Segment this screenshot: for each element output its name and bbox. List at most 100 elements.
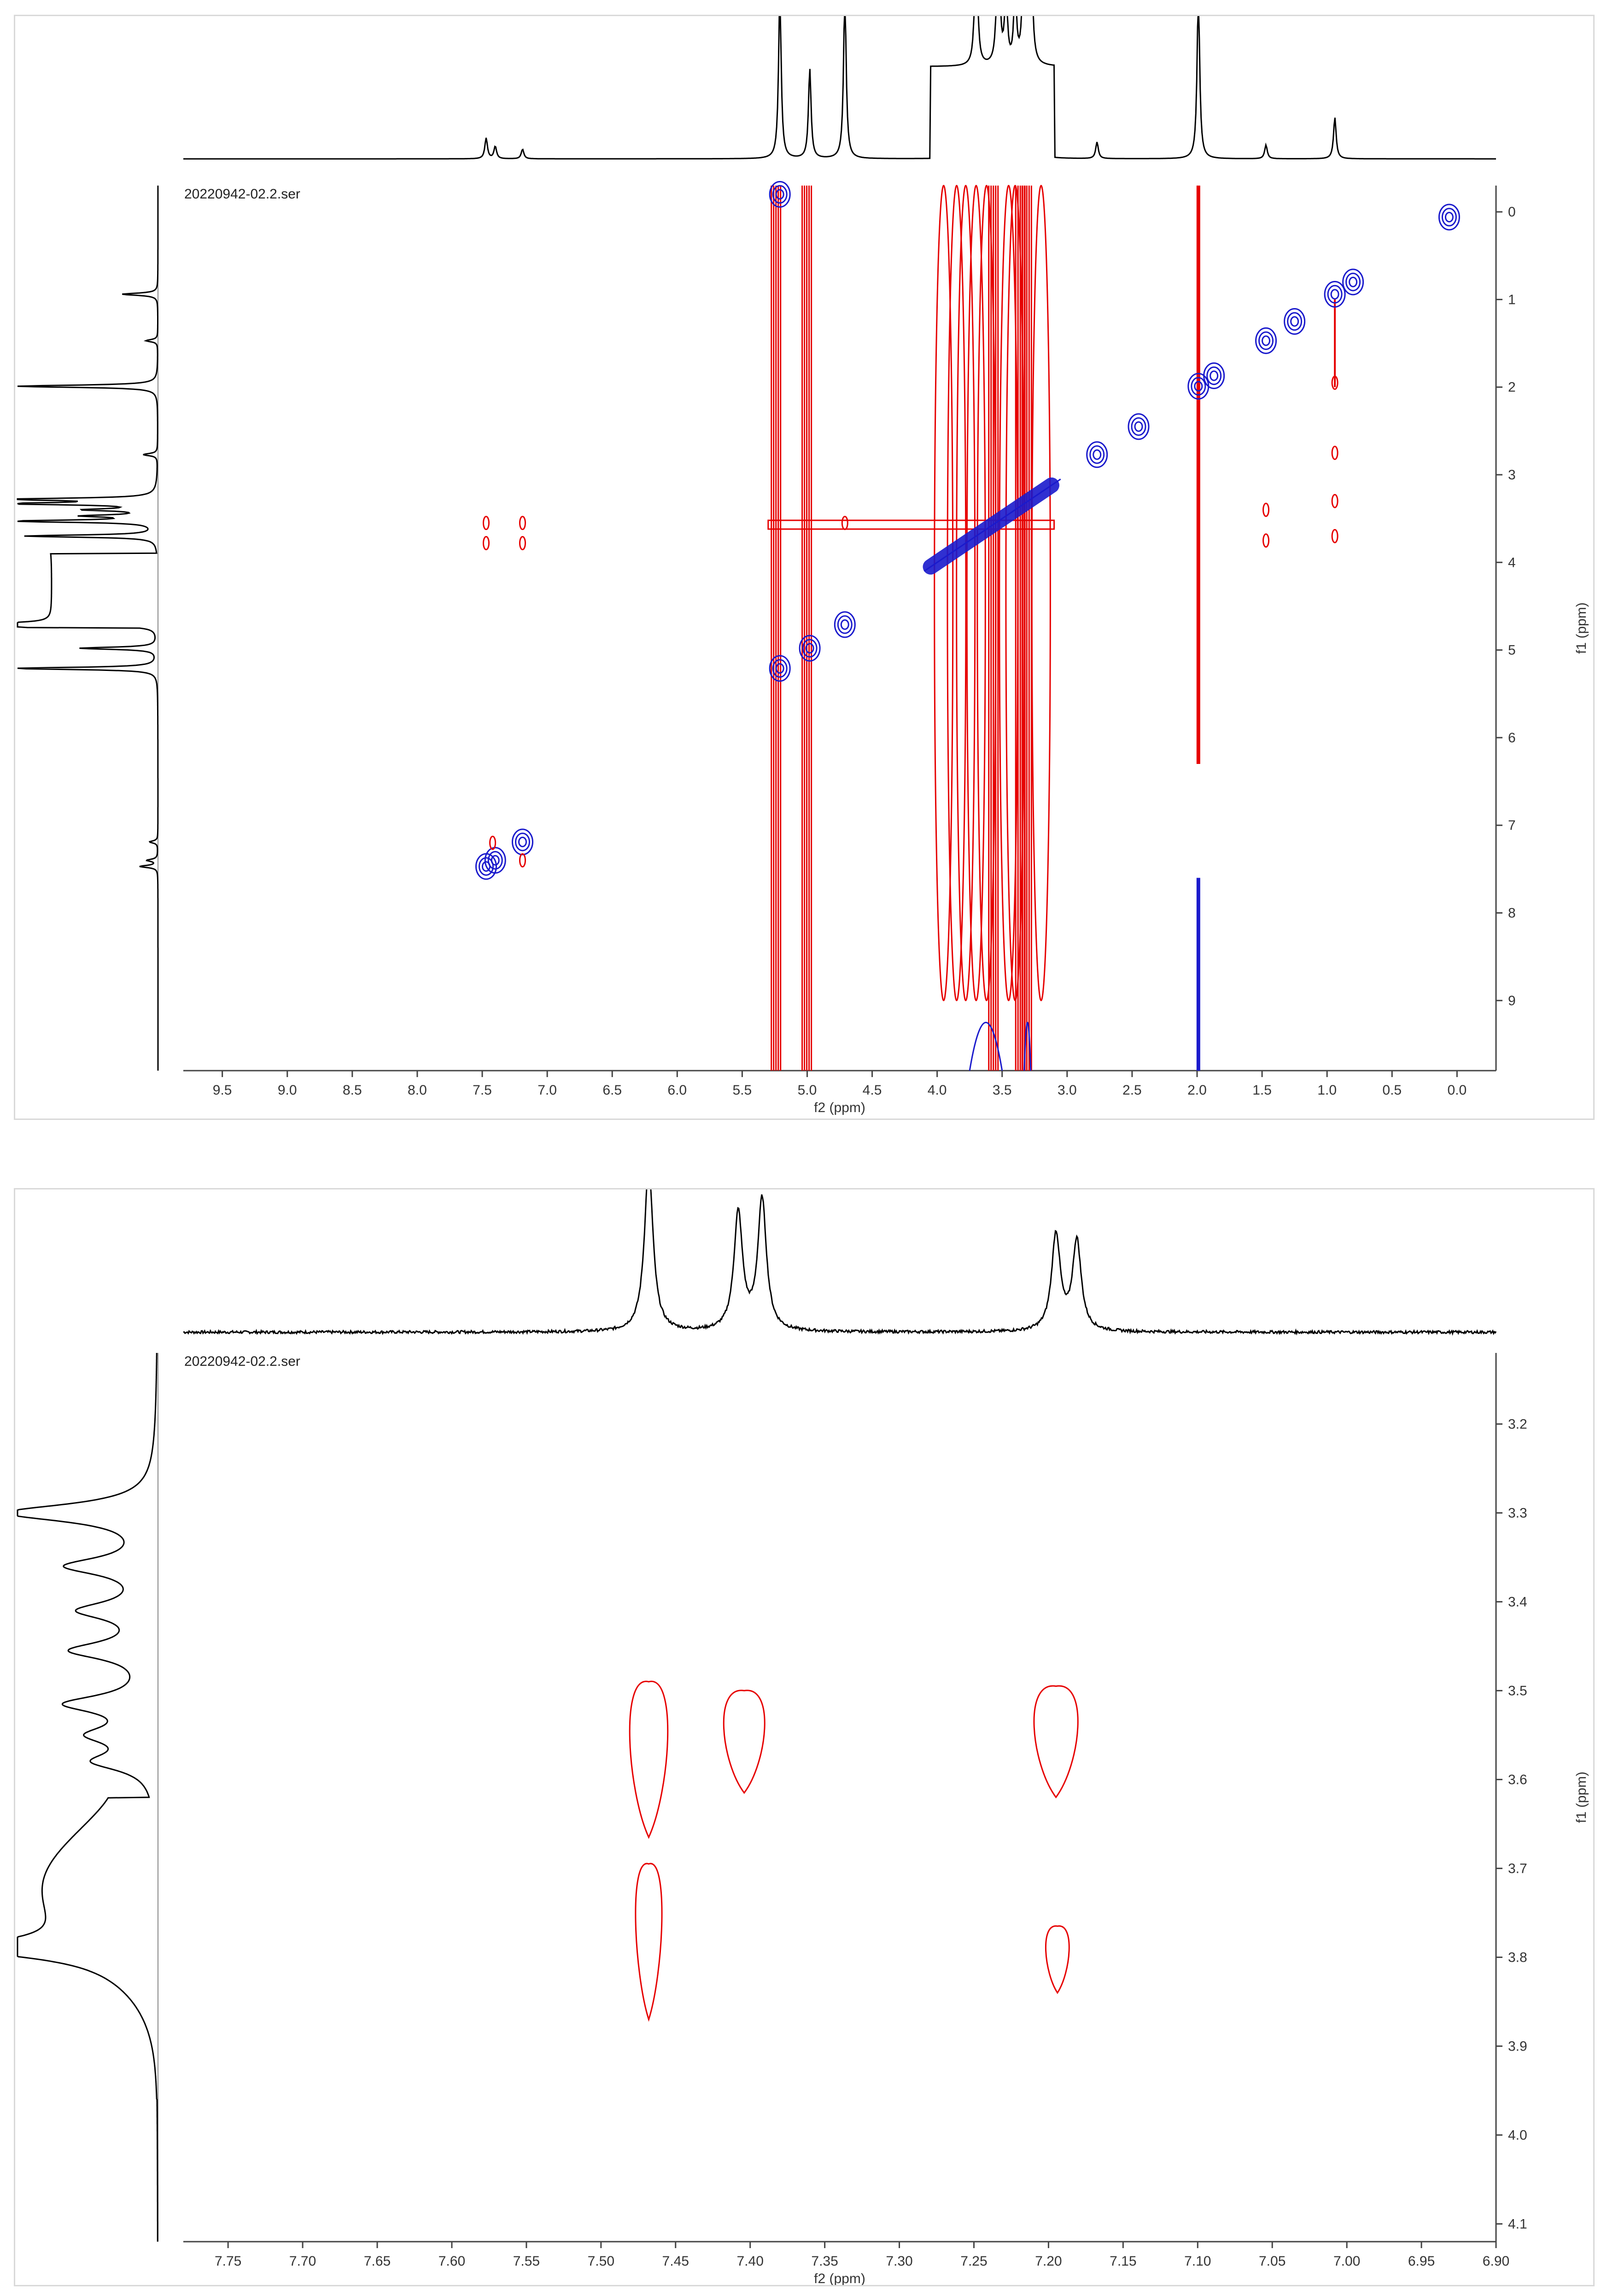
y-tick-label: 3.9 xyxy=(1508,2039,1527,2054)
x-tick-label: 2.5 xyxy=(1122,1083,1142,1098)
cross-peak-contour xyxy=(629,1680,669,1839)
cosy-full-spectrum-panel: 9.5 9.0 8.5 8.0 7.5 7.0 6.5 6.0 5.5 5.0 4.5 4.0 3.5 3… xyxy=(14,15,1595,1120)
cross-peak xyxy=(1331,375,1338,390)
diagonal-peak-contour xyxy=(1194,381,1203,392)
diagonal-peak-contour xyxy=(518,836,527,847)
x-tick-label: 7.05 xyxy=(1259,2254,1286,2269)
cross-peak xyxy=(482,516,490,530)
x-axis-title: f2 (ppm) xyxy=(814,2271,865,2285)
artifact-streak xyxy=(1196,186,1200,764)
artifact-streak xyxy=(773,186,775,1071)
diagonal-peak-contour xyxy=(1255,327,1277,354)
cross-peak-contour xyxy=(1045,1925,1070,1994)
diagonal-peak-contour xyxy=(1262,335,1271,346)
broad-region-contour xyxy=(1031,185,1051,1002)
cosy-zoom-chart: 7.75 7.70 7.65 7.60 7.55 7.50 7.45 7.40 7.35 7.30… xyxy=(17,1189,1589,2285)
artifact-streak xyxy=(990,186,992,1071)
y-tick-label: 0 xyxy=(1508,204,1516,220)
cross-peak xyxy=(1331,529,1338,543)
y-axis-title: f1 (ppm) xyxy=(1574,602,1589,654)
x-tick-label: 7.50 xyxy=(588,2254,614,2269)
diagonal-peak-contour xyxy=(775,189,784,200)
diagonal-band-outline xyxy=(923,478,1061,572)
diagonal-peak-contour xyxy=(1324,280,1346,308)
x-tick-label: 3.5 xyxy=(993,1083,1012,1098)
x-tick-label: 3.0 xyxy=(1058,1083,1077,1098)
diagonal-peak-contour xyxy=(1349,276,1358,287)
diagonal-peak-contour xyxy=(772,185,788,204)
x-tick-label: 7.55 xyxy=(513,2254,540,2269)
x-tick-label: 7.45 xyxy=(662,2254,689,2269)
cross-peak-contour xyxy=(1033,1685,1079,1799)
cross-peak xyxy=(1331,445,1338,460)
diagonal-peak-contour xyxy=(1441,208,1457,227)
artifact-streak xyxy=(777,186,779,1071)
y-tick-label: 3.6 xyxy=(1508,1772,1527,1787)
diagonal-peak-contour xyxy=(805,643,814,654)
diagonal-peak-contour xyxy=(1287,312,1303,331)
diagonal-peak-contour xyxy=(1128,413,1150,440)
x-tick-label: 8.0 xyxy=(408,1083,427,1098)
x-tick-label: 7.60 xyxy=(438,2254,465,2269)
x-tick-label: 7.40 xyxy=(736,2254,763,2269)
y-tick-label: 3.8 xyxy=(1508,1950,1527,1965)
diagonal-peak-contour xyxy=(769,655,791,682)
diagonal-peak-contour xyxy=(1342,268,1364,296)
diagonal-peak-contour xyxy=(1345,273,1361,291)
x-tick-label: 7.30 xyxy=(886,2254,912,2269)
diagonal-peak-contour xyxy=(1134,421,1143,432)
cross-peak xyxy=(841,516,848,530)
x-tick-label: 0.0 xyxy=(1447,1083,1467,1098)
cross-peak xyxy=(519,516,526,530)
y-tick-label: 3.4 xyxy=(1508,1594,1527,1609)
diagonal-peak-contour xyxy=(837,615,853,634)
y-tick-label: 3 xyxy=(1508,467,1516,483)
diagonal-peak-contour xyxy=(775,663,784,674)
cross-peak xyxy=(482,536,490,550)
x-tick-label: 1.0 xyxy=(1317,1083,1337,1098)
broad-region-contour xyxy=(999,185,1019,1002)
cosy-zoom-panel: 7.75 7.70 7.65 7.60 7.55 7.50 7.45 7.40 7.35 7.30… xyxy=(14,1188,1595,2286)
diagonal-peak-contour xyxy=(1131,417,1146,436)
negative-truncation-curve xyxy=(969,1021,1003,1071)
artifact-streak xyxy=(808,186,810,1071)
diagonal-peak-contour xyxy=(769,181,791,208)
x-tick-label: 7.10 xyxy=(1184,2254,1211,2269)
y-tick-label: 3.5 xyxy=(1508,1683,1527,1698)
f2-projection-trace xyxy=(183,1189,1497,1336)
x-tick-label: 5.5 xyxy=(733,1083,752,1098)
x-tick-label: 8.5 xyxy=(343,1083,362,1098)
x-tick-label: 7.65 xyxy=(364,2254,391,2269)
diagonal-peak-contour xyxy=(1330,289,1339,300)
x-tick-label: 6.95 xyxy=(1408,2254,1435,2269)
horizontal-ridge xyxy=(767,519,1055,530)
diagonal-peak-contour xyxy=(1089,445,1105,464)
negative-truncation-curve xyxy=(1023,1022,1032,1071)
broad-region-contour xyxy=(976,185,997,1002)
cross-peak xyxy=(1262,533,1270,548)
diagonal-peak-contour xyxy=(834,611,856,638)
y-tick-label: 3.2 xyxy=(1508,1416,1527,1432)
y-tick-label: 4.1 xyxy=(1508,2216,1527,2232)
cross-peak xyxy=(519,853,526,868)
x-tick-label: 4.5 xyxy=(863,1083,882,1098)
diagonal-peak-contour xyxy=(840,619,849,630)
f1-projection-trace xyxy=(17,1353,158,2242)
y-tick-label: 8 xyxy=(1508,905,1516,921)
y-tick-label: 1 xyxy=(1508,292,1516,307)
x-tick-label: 1.5 xyxy=(1252,1083,1272,1098)
broad-region-contour xyxy=(934,185,954,1002)
x-tick-label: 5.0 xyxy=(798,1083,817,1098)
artifact-streak xyxy=(804,186,806,1071)
y-tick-label: 3.3 xyxy=(1508,1505,1527,1521)
artifact-streak xyxy=(1196,878,1200,1071)
artifact-streak xyxy=(1334,299,1336,387)
diagonal-peak-contour xyxy=(799,635,821,662)
diagonal-peak-contour xyxy=(514,833,530,851)
x-tick-label: 2.0 xyxy=(1187,1083,1207,1098)
x-tick-label: 7.0 xyxy=(538,1083,557,1098)
diagonal-peak-contour xyxy=(484,847,506,874)
y-tick-label: 4.0 xyxy=(1508,2127,1527,2143)
x-tick-label: 4.0 xyxy=(928,1083,947,1098)
diagonal-peak-contour xyxy=(491,855,500,866)
